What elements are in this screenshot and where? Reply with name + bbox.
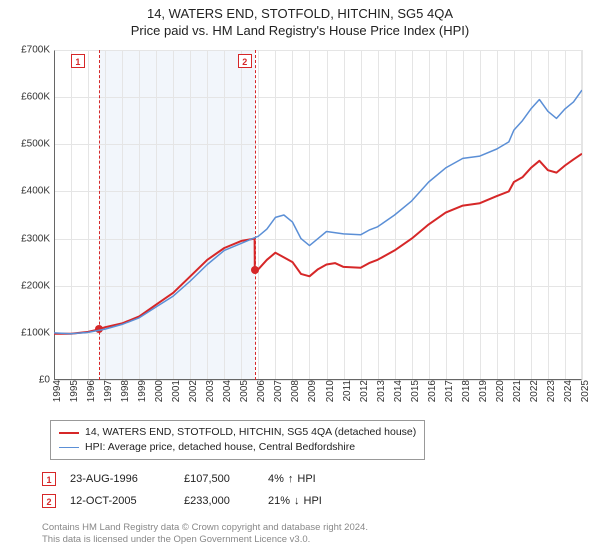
legend-label: 14, WATERS END, STOTFOLD, HITCHIN, SG5 4… <box>85 425 416 440</box>
y-tick-label: £300K <box>21 233 54 244</box>
legend-row: 14, WATERS END, STOTFOLD, HITCHIN, SG5 4… <box>59 425 416 440</box>
x-tick-label: 2004 <box>220 380 233 402</box>
tx-hpi-suffix: HPI <box>297 473 315 485</box>
legend-swatch <box>59 447 79 448</box>
x-tick-label: 2013 <box>374 380 387 402</box>
gridline-v <box>582 50 583 380</box>
x-tick-label: 2016 <box>425 380 438 402</box>
series-property <box>54 154 582 334</box>
x-tick-label: 2008 <box>288 380 301 402</box>
arrow-up-icon <box>288 473 294 485</box>
y-tick-label: £700K <box>21 45 54 56</box>
transaction-row: 2 12-OCT-2005 £233,000 21% HPI <box>42 490 322 512</box>
y-tick-label: £200K <box>21 280 54 291</box>
plot-area: £0£100K£200K£300K£400K£500K£600K£700K199… <box>54 50 582 380</box>
x-tick-label: 2001 <box>169 380 182 402</box>
series-hpi <box>54 90 582 334</box>
legend-swatch <box>59 432 79 434</box>
x-tick-label: 2014 <box>391 380 404 402</box>
arrow-down-icon <box>294 495 300 507</box>
x-tick-label: 2023 <box>544 380 557 402</box>
transaction-row: 1 23-AUG-1996 £107,500 4% HPI <box>42 468 322 490</box>
tx-price: £107,500 <box>184 473 254 485</box>
x-tick-label: 2019 <box>476 380 489 402</box>
x-tick-label: 1994 <box>50 380 63 402</box>
x-tick-label: 2011 <box>340 380 353 402</box>
x-tick-label: 2000 <box>152 380 165 402</box>
footer-line-1: Contains HM Land Registry data © Crown c… <box>42 522 368 534</box>
x-tick-label: 2010 <box>323 380 336 402</box>
x-tick-label: 2009 <box>305 380 318 402</box>
x-tick-label: 1995 <box>67 380 80 402</box>
x-tick-label: 1998 <box>118 380 131 402</box>
tx-date: 23-AUG-1996 <box>70 473 170 485</box>
tx-hpi-suffix: HPI <box>304 495 322 507</box>
lines-svg <box>54 50 582 380</box>
x-tick-label: 2007 <box>271 380 284 402</box>
tx-price: £233,000 <box>184 495 254 507</box>
footer-line-2: This data is licensed under the Open Gov… <box>42 534 368 546</box>
x-tick-label: 2015 <box>408 380 421 402</box>
x-tick-label: 1996 <box>84 380 97 402</box>
tx-hpi: 21% HPI <box>268 495 322 507</box>
tx-hpi-pct: 4% <box>268 473 284 485</box>
x-tick-label: 2020 <box>493 380 506 402</box>
x-tick-label: 2017 <box>442 380 455 402</box>
x-tick-label: 2012 <box>357 380 370 402</box>
attribution-footer: Contains HM Land Registry data © Crown c… <box>42 522 368 546</box>
chart-titles: 14, WATERS END, STOTFOLD, HITCHIN, SG5 4… <box>0 0 600 38</box>
x-tick-label: 2002 <box>186 380 199 402</box>
tx-hpi-pct: 21% <box>268 495 290 507</box>
x-tick-label: 2005 <box>237 380 250 402</box>
y-tick-label: £500K <box>21 139 54 150</box>
x-tick-label: 1999 <box>135 380 148 402</box>
x-tick-label: 1997 <box>101 380 114 402</box>
x-tick-label: 2006 <box>254 380 267 402</box>
x-tick-label: 2021 <box>510 380 523 402</box>
legend-label: HPI: Average price, detached house, Cent… <box>85 440 355 455</box>
y-tick-label: £600K <box>21 92 54 103</box>
y-tick-label: £100K <box>21 327 54 338</box>
legend-row: HPI: Average price, detached house, Cent… <box>59 440 416 455</box>
x-tick-label: 2022 <box>527 380 540 402</box>
x-tick-label: 2003 <box>203 380 216 402</box>
figure: { "title_main": "14, WATERS END, STOTFOL… <box>0 0 600 560</box>
x-tick-label: 2024 <box>561 380 574 402</box>
chart-subtitle: Price paid vs. HM Land Registry's House … <box>0 23 600 38</box>
transactions-table: 1 23-AUG-1996 £107,500 4% HPI 2 12-OCT-2005 £23… <box>42 468 322 512</box>
tx-marker-2: 2 <box>42 494 56 508</box>
chart-title: 14, WATERS END, STOTFOLD, HITCHIN, SG5 4… <box>0 6 600 21</box>
tx-date: 12-OCT-2005 <box>70 495 170 507</box>
y-tick-label: £400K <box>21 186 54 197</box>
tx-hpi: 4% HPI <box>268 473 316 485</box>
x-tick-label: 2025 <box>578 380 591 402</box>
tx-marker-1: 1 <box>42 472 56 486</box>
legend: 14, WATERS END, STOTFOLD, HITCHIN, SG5 4… <box>50 420 425 460</box>
x-tick-label: 2018 <box>459 380 472 402</box>
